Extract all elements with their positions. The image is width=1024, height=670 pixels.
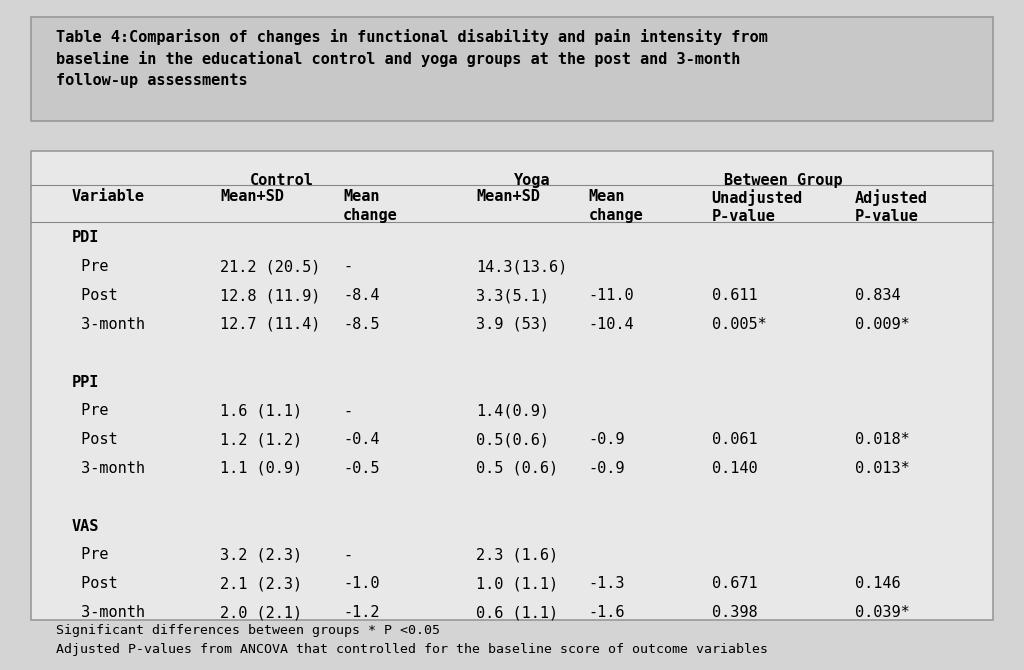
Text: Mean+SD: Mean+SD	[220, 189, 284, 204]
Text: Mean
change: Mean change	[343, 189, 397, 222]
Text: -11.0: -11.0	[589, 288, 635, 303]
Text: 0.671: 0.671	[712, 576, 758, 591]
Text: PPI: PPI	[72, 375, 99, 389]
Text: 12.8 (11.9): 12.8 (11.9)	[220, 288, 321, 303]
Text: 3-month: 3-month	[72, 605, 144, 620]
Text: -8.4: -8.4	[343, 288, 380, 303]
Text: 0.611: 0.611	[712, 288, 758, 303]
Text: -8.5: -8.5	[343, 317, 380, 332]
Text: -1.0: -1.0	[343, 576, 380, 591]
FancyBboxPatch shape	[31, 17, 993, 121]
Text: 2.3 (1.6): 2.3 (1.6)	[476, 547, 558, 562]
Text: 3.3(5.1): 3.3(5.1)	[476, 288, 549, 303]
Text: Between Group: Between Group	[724, 173, 843, 188]
Text: -10.4: -10.4	[589, 317, 635, 332]
Text: Pre: Pre	[72, 403, 109, 418]
Text: 0.146: 0.146	[855, 576, 901, 591]
Text: 0.013*: 0.013*	[855, 461, 909, 476]
Text: Pre: Pre	[72, 259, 109, 274]
Text: 0.834: 0.834	[855, 288, 901, 303]
Text: 2.1 (2.3): 2.1 (2.3)	[220, 576, 302, 591]
Text: 12.7 (11.4): 12.7 (11.4)	[220, 317, 321, 332]
Text: -: -	[343, 547, 352, 562]
Text: VAS: VAS	[72, 519, 99, 533]
Text: Pre: Pre	[72, 547, 109, 562]
Text: -0.9: -0.9	[589, 432, 626, 447]
Text: 1.1 (0.9): 1.1 (0.9)	[220, 461, 302, 476]
Text: -: -	[343, 259, 352, 274]
Text: PDI: PDI	[72, 230, 99, 245]
Text: -0.4: -0.4	[343, 432, 380, 447]
Text: Adjusted P-values from ANCOVA that controlled for the baseline score of outcome : Adjusted P-values from ANCOVA that contr…	[56, 643, 768, 656]
Text: Unadjusted
P-value: Unadjusted P-value	[712, 189, 803, 224]
Text: 3.9 (53): 3.9 (53)	[476, 317, 549, 332]
Text: 0.009*: 0.009*	[855, 317, 909, 332]
Text: 1.6 (1.1): 1.6 (1.1)	[220, 403, 302, 418]
Text: Mean
change: Mean change	[589, 189, 643, 222]
Text: -1.6: -1.6	[589, 605, 626, 620]
Text: 21.2 (20.5): 21.2 (20.5)	[220, 259, 321, 274]
Text: 3-month: 3-month	[72, 317, 144, 332]
Text: 0.018*: 0.018*	[855, 432, 909, 447]
Text: 0.061: 0.061	[712, 432, 758, 447]
Text: Variable: Variable	[72, 189, 144, 204]
Text: Post: Post	[72, 432, 118, 447]
Text: 0.140: 0.140	[712, 461, 758, 476]
Text: 3-month: 3-month	[72, 461, 144, 476]
Text: Mean+SD: Mean+SD	[476, 189, 540, 204]
Text: 0.039*: 0.039*	[855, 605, 909, 620]
Text: 3.2 (2.3): 3.2 (2.3)	[220, 547, 302, 562]
Text: -1.3: -1.3	[589, 576, 626, 591]
Text: 0.5 (0.6): 0.5 (0.6)	[476, 461, 558, 476]
Text: Yoga: Yoga	[514, 173, 551, 188]
Text: Control: Control	[250, 173, 313, 188]
Text: 1.2 (1.2): 1.2 (1.2)	[220, 432, 302, 447]
Text: 0.6 (1.1): 0.6 (1.1)	[476, 605, 558, 620]
Text: Significant differences between groups * P <0.05: Significant differences between groups *…	[56, 624, 440, 637]
Text: 0.005*: 0.005*	[712, 317, 766, 332]
Text: Adjusted
P-value: Adjusted P-value	[855, 189, 928, 224]
Text: 2.0 (2.1): 2.0 (2.1)	[220, 605, 302, 620]
Text: 1.4(0.9): 1.4(0.9)	[476, 403, 549, 418]
FancyBboxPatch shape	[31, 151, 993, 620]
Text: 14.3(13.6): 14.3(13.6)	[476, 259, 567, 274]
Text: -0.9: -0.9	[589, 461, 626, 476]
Text: -1.2: -1.2	[343, 605, 380, 620]
Text: Table 4:Comparison of changes in functional disability and pain intensity from
b: Table 4:Comparison of changes in functio…	[56, 29, 768, 88]
Text: 1.0 (1.1): 1.0 (1.1)	[476, 576, 558, 591]
Text: -0.5: -0.5	[343, 461, 380, 476]
Text: 0.5(0.6): 0.5(0.6)	[476, 432, 549, 447]
Text: -: -	[343, 403, 352, 418]
Text: 0.398: 0.398	[712, 605, 758, 620]
Text: Post: Post	[72, 288, 118, 303]
Text: Post: Post	[72, 576, 118, 591]
